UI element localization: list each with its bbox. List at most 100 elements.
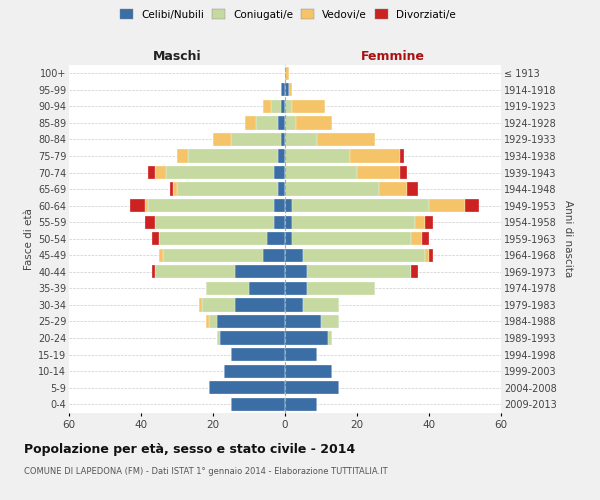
Bar [321, 315, 339, 328]
Bar [289, 83, 292, 96]
Bar [281, 100, 285, 113]
Bar [307, 265, 411, 278]
Bar [148, 166, 155, 179]
Bar [249, 282, 285, 295]
Bar [400, 166, 407, 179]
Bar [209, 315, 217, 328]
Bar [209, 381, 285, 394]
Bar [274, 166, 285, 179]
Bar [206, 282, 249, 295]
Bar [281, 83, 285, 96]
Bar [130, 199, 145, 212]
Bar [425, 216, 433, 229]
Bar [328, 332, 332, 344]
Bar [217, 315, 285, 328]
Bar [274, 216, 285, 229]
Bar [217, 332, 220, 344]
Bar [152, 265, 155, 278]
Bar [256, 116, 278, 130]
Bar [285, 248, 303, 262]
Bar [166, 166, 274, 179]
Bar [285, 150, 350, 162]
Bar [263, 100, 271, 113]
Bar [155, 216, 274, 229]
Bar [411, 232, 422, 245]
Bar [245, 116, 256, 130]
Bar [292, 216, 415, 229]
Text: Femmine: Femmine [361, 50, 425, 62]
Bar [296, 116, 332, 130]
Bar [285, 298, 303, 312]
Bar [292, 100, 325, 113]
Bar [285, 381, 339, 394]
Bar [422, 232, 429, 245]
Bar [285, 133, 317, 146]
Bar [285, 116, 296, 130]
Bar [152, 232, 159, 245]
Bar [285, 100, 292, 113]
Bar [285, 199, 292, 212]
Bar [357, 166, 400, 179]
Bar [159, 232, 267, 245]
Bar [173, 182, 177, 196]
Bar [307, 282, 375, 295]
Bar [155, 166, 166, 179]
Bar [429, 199, 465, 212]
Bar [465, 199, 479, 212]
Bar [400, 150, 404, 162]
Text: COMUNE DI LAPEDONA (FM) - Dati ISTAT 1° gennaio 2014 - Elaborazione TUTTITALIA.I: COMUNE DI LAPEDONA (FM) - Dati ISTAT 1° … [24, 468, 388, 476]
Y-axis label: Anni di nascita: Anni di nascita [563, 200, 573, 278]
Bar [274, 199, 285, 212]
Legend: Celibi/Nubili, Coniugati/e, Vedovi/e, Divorziati/e: Celibi/Nubili, Coniugati/e, Vedovi/e, Di… [116, 5, 460, 24]
Bar [278, 116, 285, 130]
Bar [220, 332, 285, 344]
Bar [285, 398, 317, 411]
Bar [285, 166, 357, 179]
Bar [199, 298, 202, 312]
Bar [285, 282, 307, 295]
Bar [285, 315, 321, 328]
Bar [303, 248, 425, 262]
Bar [148, 199, 274, 212]
Bar [285, 364, 332, 378]
Bar [170, 182, 173, 196]
Bar [177, 182, 278, 196]
Bar [263, 248, 285, 262]
Y-axis label: Fasce di età: Fasce di età [23, 208, 34, 270]
Bar [285, 216, 292, 229]
Bar [231, 398, 285, 411]
Bar [285, 232, 292, 245]
Bar [350, 150, 400, 162]
Text: Popolazione per età, sesso e stato civile - 2014: Popolazione per età, sesso e stato civil… [24, 442, 355, 456]
Bar [285, 182, 379, 196]
Bar [206, 315, 209, 328]
Bar [285, 332, 328, 344]
Bar [235, 265, 285, 278]
Bar [177, 150, 188, 162]
Bar [407, 182, 418, 196]
Bar [163, 248, 263, 262]
Bar [285, 265, 307, 278]
Bar [292, 232, 411, 245]
Bar [235, 298, 285, 312]
Bar [285, 83, 289, 96]
Bar [145, 199, 148, 212]
Bar [159, 248, 163, 262]
Bar [379, 182, 407, 196]
Bar [213, 133, 231, 146]
Bar [278, 182, 285, 196]
Bar [145, 216, 155, 229]
Bar [155, 265, 235, 278]
Bar [231, 348, 285, 361]
Bar [411, 265, 418, 278]
Bar [278, 150, 285, 162]
Bar [292, 199, 429, 212]
Bar [303, 298, 339, 312]
Bar [267, 232, 285, 245]
Bar [425, 248, 429, 262]
Bar [429, 248, 433, 262]
Bar [224, 364, 285, 378]
Bar [317, 133, 375, 146]
Bar [285, 66, 289, 80]
Bar [415, 216, 425, 229]
